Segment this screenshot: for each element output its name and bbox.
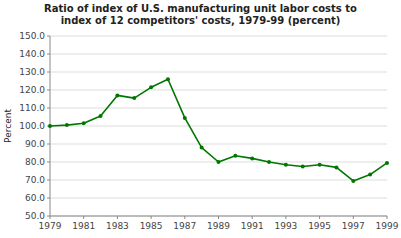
point xyxy=(200,146,204,150)
y-tick-label: 60.0 xyxy=(25,193,45,203)
grid-line xyxy=(50,144,387,145)
y-tick-label: 50.0 xyxy=(25,211,45,221)
chart: Ratio of index of U.S. manufacturing uni… xyxy=(0,0,401,238)
point xyxy=(183,116,187,120)
point xyxy=(351,179,355,183)
x-tick-label: 1993 xyxy=(274,221,297,231)
point xyxy=(99,114,103,118)
axes: 50.0 60.0 70.0 80.0 90.0 100.0 110.0 120.0 130.0… xyxy=(19,31,398,231)
point xyxy=(149,85,153,89)
point xyxy=(284,163,288,167)
point xyxy=(318,163,322,167)
point xyxy=(166,77,170,81)
point xyxy=(48,124,52,128)
point xyxy=(250,156,254,160)
title-line: index of 12 competitors' costs, 1979-99 … xyxy=(61,15,341,26)
point xyxy=(65,123,69,127)
x-tick-label: 1989 xyxy=(207,221,230,231)
point xyxy=(301,165,305,169)
x-tick-label: 1999 xyxy=(376,221,399,231)
x-tick-label: 1995 xyxy=(308,221,331,231)
y-tick-label: 100.0 xyxy=(19,121,45,131)
title: Ratio of index of U.S. manufacturing uni… xyxy=(44,3,357,26)
x-tick-label: 1985 xyxy=(140,221,163,231)
y-tick-label: 90.0 xyxy=(25,139,45,149)
grid-line xyxy=(50,36,387,37)
line xyxy=(50,79,387,181)
point xyxy=(334,165,338,169)
y-tick-label: 80.0 xyxy=(25,157,45,167)
point xyxy=(233,154,237,158)
x-tick-label: 1981 xyxy=(72,221,95,231)
grid-line xyxy=(50,108,387,109)
y-tick-label: 70.0 xyxy=(25,175,45,185)
point xyxy=(267,160,271,164)
point xyxy=(217,160,221,164)
grid-line xyxy=(50,90,387,91)
x-tick-label: 1983 xyxy=(106,221,129,231)
x-tick-label: 1991 xyxy=(241,221,264,231)
x-tick-label: 1979 xyxy=(39,221,62,231)
y-tick-label: 130.0 xyxy=(19,67,45,77)
y-tick-label: 150.0 xyxy=(19,31,45,41)
x-tick-label: 1997 xyxy=(342,221,365,231)
grid-line xyxy=(50,54,387,55)
grid-line xyxy=(50,198,387,199)
y-tick-label: 140.0 xyxy=(19,49,45,59)
y-tick-label: 110.0 xyxy=(19,103,45,113)
grid-line xyxy=(50,72,387,73)
grid-line xyxy=(50,216,387,217)
plot-area xyxy=(48,77,389,183)
point xyxy=(115,93,119,97)
grid-line xyxy=(50,180,387,181)
y-axis-label: Percent xyxy=(3,109,13,143)
point xyxy=(82,121,86,125)
point xyxy=(368,173,372,177)
y-tick-label: 120.0 xyxy=(19,85,45,95)
x-tick-label: 1987 xyxy=(173,221,196,231)
x-axis-line xyxy=(50,216,387,217)
point xyxy=(132,96,136,100)
title-line: Ratio of index of U.S. manufacturing uni… xyxy=(44,3,357,14)
point xyxy=(385,161,389,165)
grid-line xyxy=(50,126,387,127)
